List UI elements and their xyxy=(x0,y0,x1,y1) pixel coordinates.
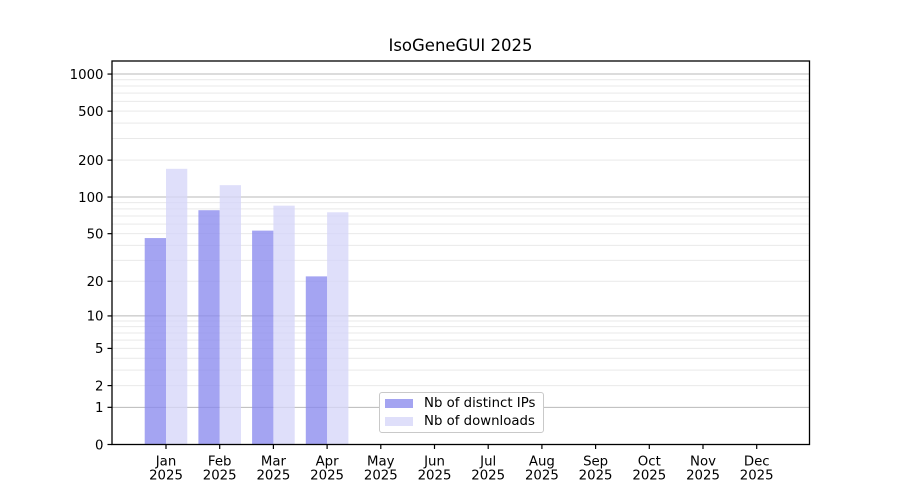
bar-mar-2025-nb-of-distinct-ips xyxy=(252,230,274,445)
legend-label-distinct-ips: Nb of distinct IPs xyxy=(424,395,536,411)
x-tick-label-jan-2025: Jan 2025 xyxy=(149,455,183,484)
bar-feb-2025-nb-of-distinct-ips xyxy=(198,210,220,445)
legend: Nb of distinct IPs Nb of downloads xyxy=(379,392,544,433)
bar-jan-2025-nb-of-downloads xyxy=(166,168,188,445)
plot-spines xyxy=(111,60,811,446)
x-tick-label-dec-2025: Dec 2025 xyxy=(740,455,774,484)
bar-mar-2025-nb-of-downloads xyxy=(273,205,295,445)
x-tick-label-nov-2025: Nov 2025 xyxy=(686,455,720,484)
x-tick-label-may-2025: May 2025 xyxy=(364,455,398,484)
x-tick-label-sep-2025: Sep 2025 xyxy=(579,455,613,484)
y-tick-label-5: 5 xyxy=(95,342,103,357)
bar-apr-2025-nb-of-distinct-ips xyxy=(305,276,328,445)
x-tick-label-jun-2025: Jun 2025 xyxy=(418,455,452,484)
bar-feb-2025-nb-of-downloads xyxy=(219,185,241,445)
y-tick-label-200: 200 xyxy=(78,154,103,169)
x-tick-label-apr-2025: Apr 2025 xyxy=(310,455,344,484)
legend-item-downloads: Nb of downloads xyxy=(385,415,537,428)
x-tick-label-feb-2025: Feb 2025 xyxy=(203,455,237,484)
bar-apr-2025-nb-of-downloads xyxy=(327,212,349,445)
legend-label-downloads: Nb of downloads xyxy=(424,414,535,429)
y-tick-label-500: 500 xyxy=(78,105,103,120)
y-tick-label-100: 100 xyxy=(78,191,103,206)
bar-jan-2025-nb-of-distinct-ips xyxy=(144,238,166,445)
y-tick-label-20: 20 xyxy=(87,275,104,290)
y-tick-label-50: 50 xyxy=(87,227,104,242)
legend-swatch-downloads xyxy=(385,417,413,426)
x-tick-label-oct-2025: Oct 2025 xyxy=(632,455,666,484)
y-tick-label-1: 1 xyxy=(95,401,103,416)
legend-swatch-distinct-ips xyxy=(385,399,413,408)
y-tick-label-10: 10 xyxy=(87,310,104,325)
chart-title: IsoGeneGUI 2025 xyxy=(388,36,533,55)
legend-item-distinct-ips: Nb of distinct IPs xyxy=(385,395,537,411)
y-tick-label-2: 2 xyxy=(95,379,103,394)
x-tick-label-jul-2025: Jul 2025 xyxy=(471,455,505,484)
y-tick-label-0: 0 xyxy=(95,438,103,453)
y-tick-label-1000: 1000 xyxy=(70,68,104,83)
x-tick-label-mar-2025: Mar 2025 xyxy=(256,455,290,484)
x-tick-label-aug-2025: Aug 2025 xyxy=(525,455,559,484)
